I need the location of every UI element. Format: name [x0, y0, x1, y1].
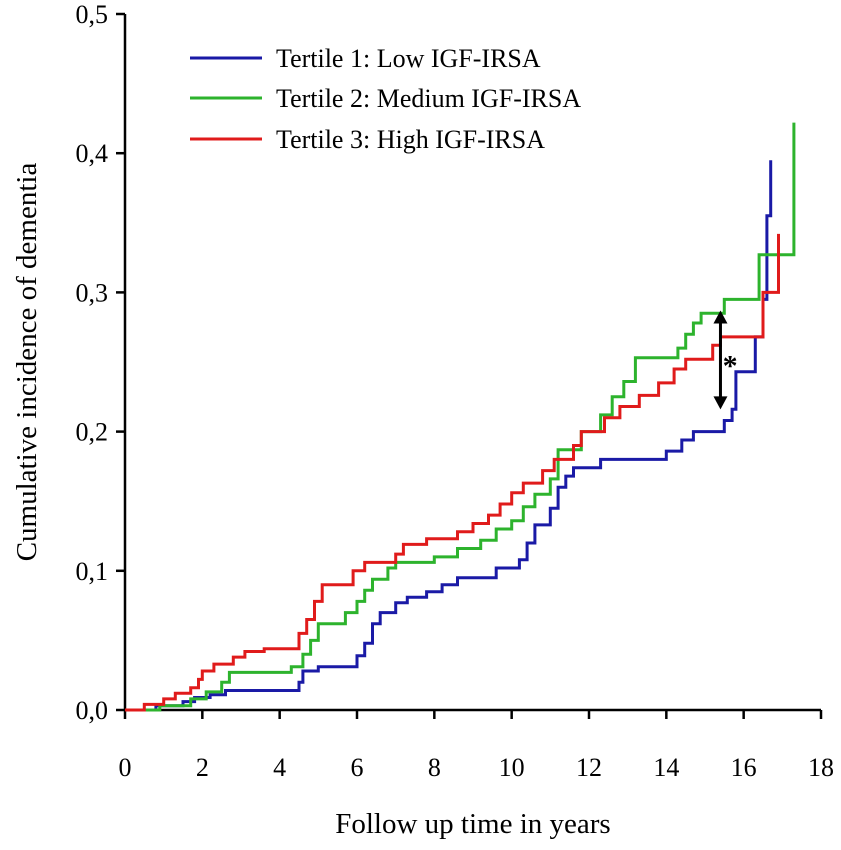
series-line-tertile-2: [125, 122, 796, 712]
legend: Tertile 1: Low IGF-IRSA Tertile 2: Mediu…: [190, 44, 581, 154]
legend-label-tertile-1: Tertile 1: Low IGF-IRSA: [276, 44, 541, 73]
y-tick-label: 0,2: [76, 418, 109, 447]
x-tick-label: 14: [653, 753, 679, 782]
y-axis-label: Cumulative incidence of dementia: [11, 163, 43, 562]
x-tick-label: 4: [273, 753, 286, 782]
series-group: [125, 122, 796, 712]
significance-star: *: [723, 349, 738, 382]
significance-annotation: *: [713, 310, 738, 410]
y-axis: 0,0 0,1 0,2 0,3 0,4 0,5: [76, 0, 127, 725]
legend-label-tertile-3: Tertile 3: High IGF-IRSA: [276, 125, 545, 154]
arrow-head-top: [713, 310, 728, 324]
y-ticks: 0,0 0,1 0,2 0,3 0,4 0,5: [76, 0, 125, 725]
x-tick-label: 8: [428, 753, 441, 782]
x-tick-label: 0: [119, 753, 132, 782]
x-tick-label: 6: [351, 753, 364, 782]
legend-label-tertile-2: Tertile 2: Medium IGF-IRSA: [276, 84, 581, 113]
x-tick-label: 18: [808, 753, 834, 782]
y-tick-label: 0,3: [76, 278, 109, 307]
x-ticks: 0 2 4 6 8 10 12 14 16 18: [119, 710, 834, 782]
x-tick-label: 2: [196, 753, 209, 782]
y-tick-label: 0,5: [76, 0, 109, 29]
x-axis: 0 2 4 6 8 10 12 14 16 18: [119, 708, 834, 782]
x-tick-label: 12: [576, 753, 602, 782]
y-tick-label: 0,4: [76, 139, 109, 168]
x-tick-label: 16: [731, 753, 757, 782]
x-tick-label: 10: [499, 753, 525, 782]
series-line-tertile-3: [125, 233, 780, 712]
arrow-head-bottom: [713, 396, 728, 410]
series-line-tertile-1: [125, 160, 773, 712]
y-tick-label: 0,0: [76, 696, 109, 725]
x-axis-label: Follow up time in years: [335, 808, 610, 840]
y-tick-label: 0,1: [76, 557, 109, 586]
